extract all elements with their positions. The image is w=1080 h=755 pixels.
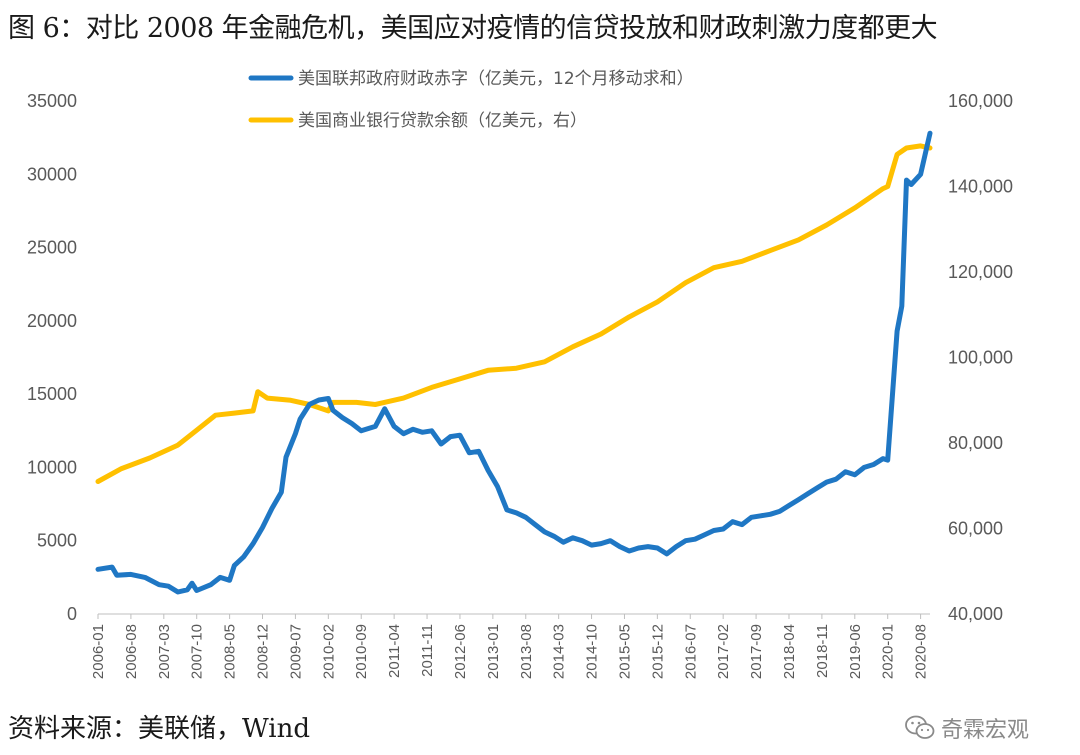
x-tick-label: 2017-02 [715, 624, 732, 679]
x-tick-label: 2018-04 [781, 624, 798, 679]
chart-title: 图 6：对比 2008 年金融危机，美国应对疫情的信贷投放和财政刺激力度都更大 [8, 13, 938, 44]
legend-label-deficit: 美国联邦政府财政赤字（亿美元，12个月移动求和） [298, 69, 694, 89]
right-axis: 40,000 60,000 80,000 100,000 120,000 140,000 1… [948, 91, 1013, 624]
left-tick-label: 20000 [27, 311, 77, 331]
x-tick-label: 2019-06 [847, 624, 864, 679]
x-tick-label: 2015-05 [616, 624, 633, 679]
right-tick-label: 60,000 [948, 519, 1003, 539]
x-tick-label: 2007-03 [156, 624, 173, 679]
x-tick-label: 2011-04 [386, 624, 403, 678]
x-tick-label: 2016-07 [682, 624, 699, 679]
right-tick-label: 160,000 [948, 91, 1013, 111]
x-tick-label: 2013-08 [518, 624, 535, 679]
right-tick-label: 140,000 [948, 177, 1013, 197]
x-tick-label: 2017-09 [748, 624, 765, 679]
legend-label-loans: 美国商业银行贷款余额（亿美元，右） [298, 111, 587, 131]
x-tick-label: 2014-10 [584, 624, 601, 679]
series-line-loans [95, 143, 933, 484]
left-tick-label: 5000 [37, 531, 77, 551]
x-tick-label: 2020-01 [880, 624, 897, 679]
x-tick-label: 2008-12 [255, 624, 272, 679]
x-tick-label: 2008-05 [222, 624, 239, 679]
watermark-text: 奇霖宏观 [941, 718, 1030, 743]
left-tick-label: 35000 [27, 91, 77, 111]
source-note: 资料来源：美联储，Wind [8, 714, 310, 744]
x-axis: 2006-01 2006-08 2007-03 2007-10 2008-05 2008-… [90, 614, 930, 679]
x-tick-label: 2007-10 [189, 624, 206, 679]
watermark: 奇霖宏观 [905, 712, 1029, 744]
x-tick-label: 2011-11 [419, 624, 436, 677]
x-tick-label: 2006-08 [123, 624, 140, 679]
right-tick-label: 40,000 [948, 604, 1003, 624]
chart-canvas: 0 5000 10000 15000 20000 25000 30000 35000 40,0… [27, 69, 1013, 679]
legend[interactable]: 美国联邦政府财政赤字（亿美元，12个月移动求和） 美国商业银行贷款余额（亿美元，… [248, 69, 694, 131]
plot-area [95, 130, 933, 595]
x-tick-label: 2014-03 [551, 624, 568, 679]
left-axis: 0 5000 10000 15000 20000 25000 30000 35000 [27, 91, 77, 624]
left-tick-label: 10000 [27, 457, 77, 477]
x-tick-label: 2020-08 [913, 624, 930, 679]
x-tick-label: 2009-07 [287, 624, 304, 679]
x-tick-label: 2013-01 [485, 624, 502, 679]
wechat-icon [905, 715, 935, 739]
left-tick-label: 25000 [27, 238, 77, 258]
x-tick-label: 2006-01 [90, 624, 107, 679]
right-tick-label: 100,000 [948, 348, 1013, 368]
left-tick-label: 15000 [27, 384, 77, 404]
x-tick-label: 2018-11 [814, 624, 831, 678]
series-line-deficit [95, 130, 933, 595]
x-tick-label: 2015-12 [649, 624, 666, 679]
x-tick-label: 2012-06 [452, 624, 469, 679]
right-tick-label: 80,000 [948, 433, 1003, 453]
x-tick-label: 2010-09 [353, 624, 370, 679]
x-tick-label: 2010-02 [320, 624, 337, 679]
right-tick-label: 120,000 [948, 262, 1013, 282]
left-tick-label: 0 [67, 604, 77, 624]
left-tick-label: 30000 [27, 164, 77, 184]
